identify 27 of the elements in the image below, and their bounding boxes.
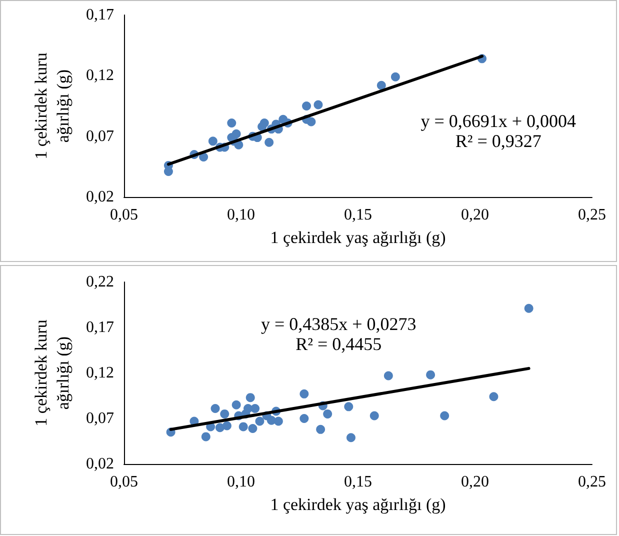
x-tick-label: 0,15: [344, 474, 372, 490]
y-tick-label: 0,17: [86, 319, 114, 336]
annotation: R² = 0,4455: [296, 334, 382, 354]
x-tick-label: 0,10: [227, 206, 255, 224]
annotation: y = 0,6691x + 0,0004: [420, 111, 576, 131]
y-tick-label: 0,12: [86, 364, 114, 382]
y-axis-title: 1 çekirdek kuru ağırlığı (g): [32, 52, 72, 160]
y-tick-label: 0,02: [86, 188, 114, 206]
x-tick-label: 0,20: [461, 206, 489, 224]
x-tick-label: 0,25: [578, 206, 606, 224]
y-tick-label: 0,07: [86, 410, 114, 427]
y-tick-label: 0,17: [86, 6, 114, 24]
x-tick-label: 0,05: [110, 474, 138, 490]
y-axis-title: 1 çekirdek kuru ağırlığı (g): [32, 319, 72, 426]
x-tick-label: 0,05: [110, 206, 138, 224]
y-tick-label: 0,02: [86, 456, 114, 472]
x-tick-label: 0,15: [344, 206, 372, 224]
x-axis-title: 1 çekirdek yaş ağırlığı (g): [270, 495, 446, 514]
x-tick-label: 0,25: [578, 474, 606, 490]
annotation: R² = 0,9327: [455, 131, 542, 151]
x-axis-title: 1 çekirdek yaş ağırlığı (g): [270, 228, 446, 247]
y-tick-label: 0,22: [86, 274, 114, 290]
annotation: y = 0,4385x + 0,0273: [260, 314, 416, 334]
y-tick-label: 0,07: [86, 128, 114, 145]
y-tick-label: 0,12: [86, 67, 114, 84]
x-tick-label: 0,20: [461, 474, 489, 490]
x-tick-label: 0,10: [227, 474, 255, 490]
